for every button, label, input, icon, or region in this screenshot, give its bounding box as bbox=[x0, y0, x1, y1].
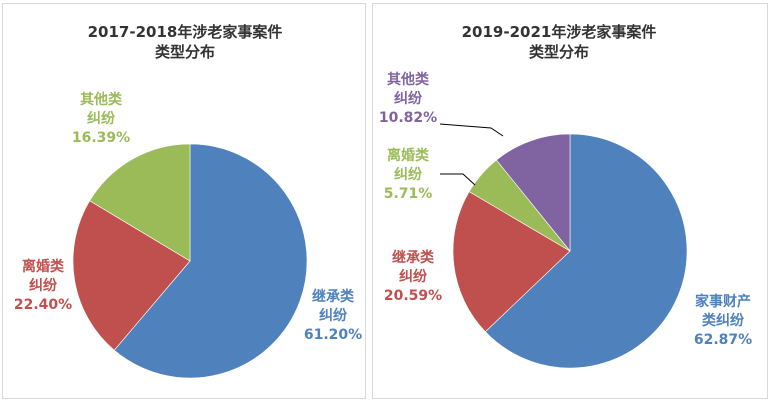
slice-label-percent: 16.39% bbox=[72, 130, 130, 146]
chart-title-line-1: 2017-2018年涉老家事案件 bbox=[88, 23, 283, 41]
slice-label-name-2: 纠纷 bbox=[29, 277, 57, 294]
slice-label-name-1: 其他类 bbox=[387, 71, 430, 88]
pie-slice-3 bbox=[89, 143, 191, 262]
leader-line-other bbox=[439, 123, 504, 137]
pie-slice-1 bbox=[484, 133, 688, 369]
slice-label-name-2: 纠纷 bbox=[319, 307, 347, 324]
slice-label-name-1: 其他类 bbox=[80, 91, 123, 108]
slice-label-name-2: 纠纷 bbox=[394, 166, 422, 183]
slice-label-name-1: 家事财产 bbox=[695, 293, 751, 310]
chart-panel-left: 2017-2018年涉老家事案件 类型分布 继承类 纠纷 61.20% 离婚类 … bbox=[2, 3, 366, 399]
slice-label-name-2: 纠纷 bbox=[394, 90, 422, 107]
chart-panel-right: 2019-2021年涉老家事案件 类型分布 家事财产 类纠纷 62.87% 继承… bbox=[372, 3, 768, 399]
slice-label-percent: 20.59% bbox=[384, 288, 442, 304]
slice-label-name-2: 类纠纷 bbox=[702, 312, 744, 329]
slice-label-name-1: 离婚类 bbox=[22, 258, 65, 275]
slice-label-name-1: 继承类 bbox=[312, 288, 355, 305]
pie-slice-4 bbox=[496, 133, 571, 252]
slice-label-name-1: 继承类 bbox=[392, 249, 435, 266]
slice-label-name-2: 纠纷 bbox=[87, 110, 115, 127]
chart-title-line-2: 类型分布 bbox=[529, 43, 589, 61]
pie-chart-right: 2019-2021年涉老家事案件 类型分布 家事财产 类纠纷 62.87% 继承… bbox=[379, 23, 752, 369]
pie-slice-2 bbox=[72, 200, 191, 351]
pie-slice-2 bbox=[452, 191, 571, 333]
slice-label-percent: 10.82% bbox=[379, 110, 437, 126]
chart-title-line-1: 2019-2021年涉老家事案件 bbox=[462, 23, 657, 41]
slice-label-percent: 5.71% bbox=[384, 186, 433, 202]
slice-label-name-2: 纠纷 bbox=[399, 268, 427, 285]
leader-line-divorce bbox=[440, 173, 476, 186]
slice-label-percent: 62.87% bbox=[694, 332, 752, 348]
chart-title-line-2: 类型分布 bbox=[155, 43, 215, 61]
pie-chart-left: 2017-2018年涉老家事案件 类型分布 继承类 纠纷 61.20% 离婚类 … bbox=[14, 23, 362, 379]
slice-label-name-1: 离婚类 bbox=[387, 147, 430, 164]
slice-label-percent: 22.40% bbox=[14, 297, 72, 313]
slice-label-percent: 61.20% bbox=[304, 327, 362, 343]
pie-slice-1 bbox=[113, 143, 308, 379]
